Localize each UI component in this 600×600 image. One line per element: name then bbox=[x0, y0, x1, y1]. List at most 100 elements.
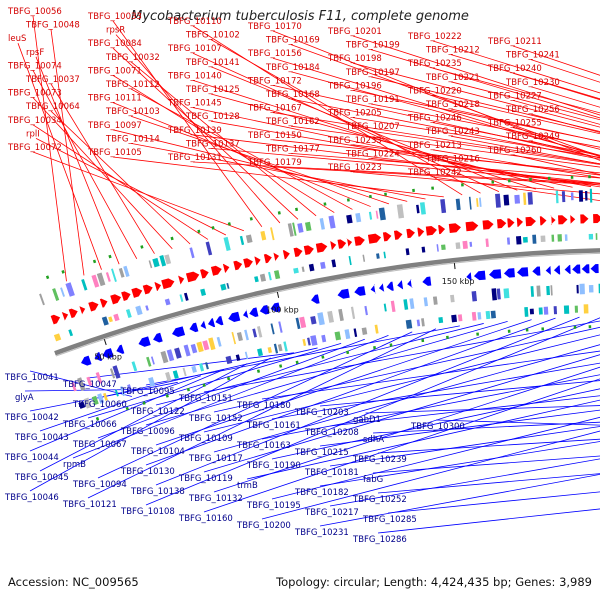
feature-block bbox=[295, 317, 301, 330]
feature-block bbox=[68, 329, 74, 337]
forward-gene-arrow bbox=[210, 265, 222, 276]
feature-block bbox=[308, 263, 315, 272]
feature-block bbox=[543, 306, 549, 315]
feature-block bbox=[199, 363, 205, 372]
feature-block bbox=[319, 217, 325, 230]
forward-gene-label: TBFG_10256 bbox=[505, 105, 560, 115]
reverse-gene-arrow bbox=[270, 302, 281, 313]
forward-gene-label: TBFG_10112 bbox=[105, 80, 160, 90]
feature-block bbox=[112, 365, 121, 379]
feature-block bbox=[172, 370, 179, 379]
forward-connector bbox=[432, 176, 600, 202]
forward-gene-label: TBFG_10168 bbox=[265, 90, 320, 100]
feature-block bbox=[190, 343, 198, 354]
rna-marker bbox=[446, 335, 449, 340]
reverse-gene-label: TBFG_10096 bbox=[120, 427, 175, 437]
feature-block bbox=[564, 234, 568, 241]
feature-block bbox=[109, 368, 116, 379]
forward-gene-label: TBFG_10097 bbox=[87, 121, 142, 131]
feature-block bbox=[135, 305, 143, 316]
reverse-gene-label: TBFG_10180 bbox=[236, 401, 291, 411]
feature-block bbox=[321, 334, 327, 343]
feature-block bbox=[287, 223, 294, 237]
reverse-connector bbox=[213, 344, 600, 453]
feature-block bbox=[317, 312, 325, 326]
reverse-gene-arrow bbox=[311, 294, 320, 304]
rna-marker bbox=[529, 177, 532, 181]
feature-block bbox=[257, 348, 264, 357]
forward-gene-arrow bbox=[482, 220, 494, 230]
reverse-gene-label: TBFG_10066 bbox=[62, 420, 117, 430]
feature-block bbox=[331, 259, 337, 268]
reverse-gene-arrow bbox=[581, 264, 590, 274]
feature-block bbox=[546, 285, 550, 296]
reverse-connector bbox=[145, 325, 460, 386]
reverse-gene-arrow bbox=[153, 332, 163, 343]
reverse-gene-arrow bbox=[172, 326, 186, 337]
feature-block bbox=[419, 202, 426, 215]
feature-block bbox=[118, 267, 125, 278]
forward-connector bbox=[130, 88, 353, 210]
feature-block bbox=[159, 255, 167, 267]
forward-gene-arrow bbox=[417, 227, 425, 237]
feature-block bbox=[538, 307, 543, 315]
genes-value: 3,989 bbox=[559, 575, 592, 589]
reverse-connector bbox=[435, 419, 600, 426]
forward-connector bbox=[17, 43, 102, 270]
forward-gene-arrow bbox=[200, 269, 209, 279]
rna-marker bbox=[295, 207, 299, 212]
feature-block bbox=[292, 222, 297, 236]
reverse-gene-arrow bbox=[422, 276, 432, 286]
forward-gene-arrow bbox=[346, 238, 353, 248]
feature-block bbox=[148, 376, 156, 387]
feature-block bbox=[146, 356, 152, 367]
feature-block bbox=[113, 313, 120, 322]
topology-label: Topology: bbox=[276, 575, 330, 589]
feature-block bbox=[530, 286, 534, 297]
forward-gene-arrow bbox=[525, 216, 536, 227]
feature-block bbox=[301, 266, 305, 272]
reverse-connector bbox=[213, 326, 600, 413]
forward-connector bbox=[112, 20, 263, 228]
feature-block bbox=[457, 314, 463, 322]
feature-block bbox=[495, 193, 501, 208]
forward-gene-arrow bbox=[557, 215, 568, 225]
rna-marker bbox=[421, 338, 425, 343]
reverse-gene-label: gabD1 bbox=[353, 415, 381, 425]
forward-connector bbox=[32, 151, 244, 232]
reverse-gene-label: TBFG_10047 bbox=[62, 380, 117, 390]
forward-gene-label: TBFG_10220 bbox=[407, 86, 462, 96]
genome-backbone bbox=[54, 248, 600, 357]
reverse-gene-label: TBFG_10041 bbox=[4, 373, 59, 383]
forward-gene-arrow bbox=[293, 247, 303, 258]
reverse-gene-arrow bbox=[370, 284, 377, 294]
reverse-gene-label: fabG bbox=[363, 475, 383, 485]
feature-block bbox=[299, 316, 307, 329]
feature-block bbox=[174, 347, 182, 359]
feature-block bbox=[97, 393, 105, 404]
reverse-connector bbox=[329, 458, 600, 507]
feature-block bbox=[96, 272, 106, 287]
feature-block bbox=[239, 235, 245, 246]
forward-gene-arrow bbox=[315, 242, 328, 253]
reverse-connector bbox=[319, 380, 600, 407]
rna-marker bbox=[226, 376, 231, 381]
reverse-gene-arrow bbox=[378, 283, 385, 293]
rna-marker bbox=[211, 226, 215, 230]
reverse-gene-label: TBFG_10161 bbox=[246, 421, 301, 431]
feature-block bbox=[83, 397, 92, 409]
forward-connector bbox=[35, 56, 120, 265]
reverse-gene-label: TBFG_10060 bbox=[72, 400, 127, 410]
feature-block bbox=[164, 298, 171, 306]
feature-block bbox=[348, 255, 352, 266]
reverse-gene-arrow bbox=[337, 288, 350, 299]
tick-label: 50 kbp bbox=[94, 353, 122, 362]
length-value: 4,424,435 bp bbox=[430, 575, 508, 589]
forward-connector bbox=[432, 149, 600, 179]
rna-marker bbox=[249, 217, 253, 221]
feature-block bbox=[327, 310, 335, 323]
reverse-gene-label: TBFG_10043 bbox=[14, 433, 69, 443]
feature-block bbox=[561, 191, 566, 203]
feature-block bbox=[60, 287, 65, 297]
